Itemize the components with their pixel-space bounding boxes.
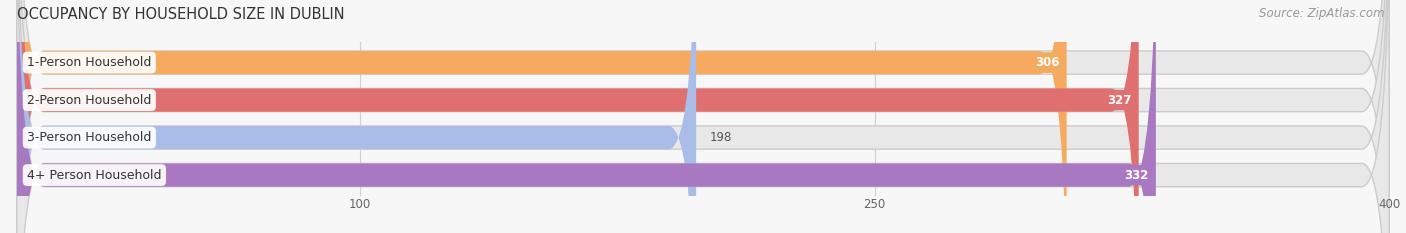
Text: 3-Person Household: 3-Person Household <box>27 131 152 144</box>
FancyBboxPatch shape <box>17 0 1156 233</box>
Text: 332: 332 <box>1125 169 1149 182</box>
FancyBboxPatch shape <box>17 0 1389 233</box>
FancyBboxPatch shape <box>17 0 1389 233</box>
FancyBboxPatch shape <box>17 0 696 233</box>
FancyBboxPatch shape <box>17 0 1067 233</box>
Text: 4+ Person Household: 4+ Person Household <box>27 169 162 182</box>
FancyBboxPatch shape <box>17 0 1389 233</box>
Text: 327: 327 <box>1108 94 1132 106</box>
Text: 2-Person Household: 2-Person Household <box>27 94 152 106</box>
Text: 198: 198 <box>710 131 733 144</box>
Text: 306: 306 <box>1035 56 1060 69</box>
FancyBboxPatch shape <box>17 0 1389 233</box>
FancyBboxPatch shape <box>17 0 1139 233</box>
Text: OCCUPANCY BY HOUSEHOLD SIZE IN DUBLIN: OCCUPANCY BY HOUSEHOLD SIZE IN DUBLIN <box>17 7 344 22</box>
Text: 1-Person Household: 1-Person Household <box>27 56 152 69</box>
Text: Source: ZipAtlas.com: Source: ZipAtlas.com <box>1260 7 1385 20</box>
